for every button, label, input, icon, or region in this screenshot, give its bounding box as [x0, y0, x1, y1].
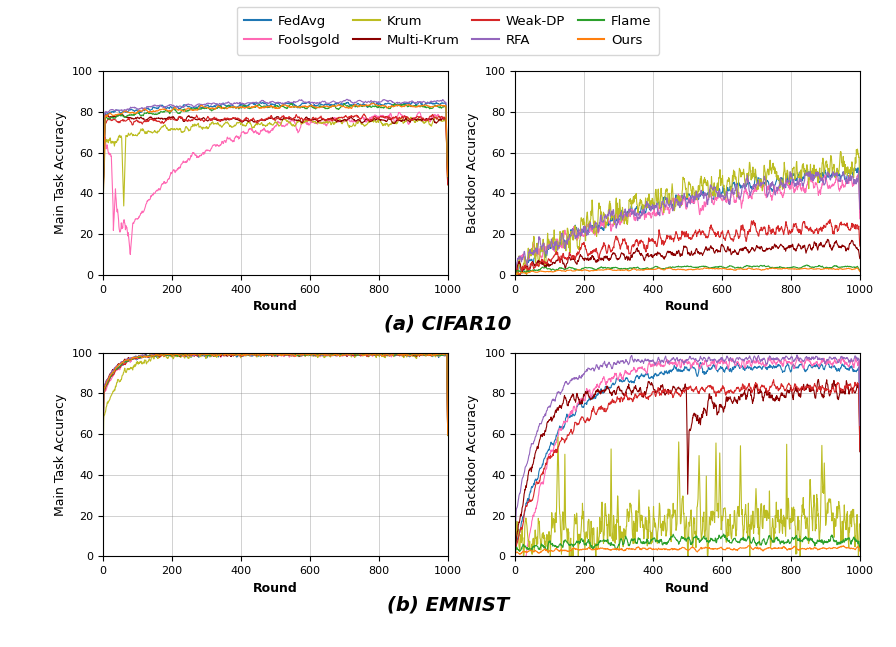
Y-axis label: Main Task Accuracy: Main Task Accuracy — [54, 393, 67, 516]
Legend: FedAvg, Foolsgold, Krum, Multi-Krum, Weak-DP, RFA, Flame, Ours: FedAvg, Foolsgold, Krum, Multi-Krum, Wea… — [237, 6, 659, 55]
X-axis label: Round: Round — [666, 582, 710, 595]
Text: (a) CIFAR10: (a) CIFAR10 — [384, 314, 512, 333]
X-axis label: Round: Round — [254, 582, 297, 595]
Y-axis label: Main Task Accuracy: Main Task Accuracy — [54, 112, 67, 234]
Y-axis label: Backdoor Accuracy: Backdoor Accuracy — [466, 394, 479, 515]
X-axis label: Round: Round — [254, 300, 297, 313]
Y-axis label: Backdoor Accuracy: Backdoor Accuracy — [466, 113, 479, 234]
X-axis label: Round: Round — [666, 300, 710, 313]
Text: (b) EMNIST: (b) EMNIST — [387, 595, 509, 615]
